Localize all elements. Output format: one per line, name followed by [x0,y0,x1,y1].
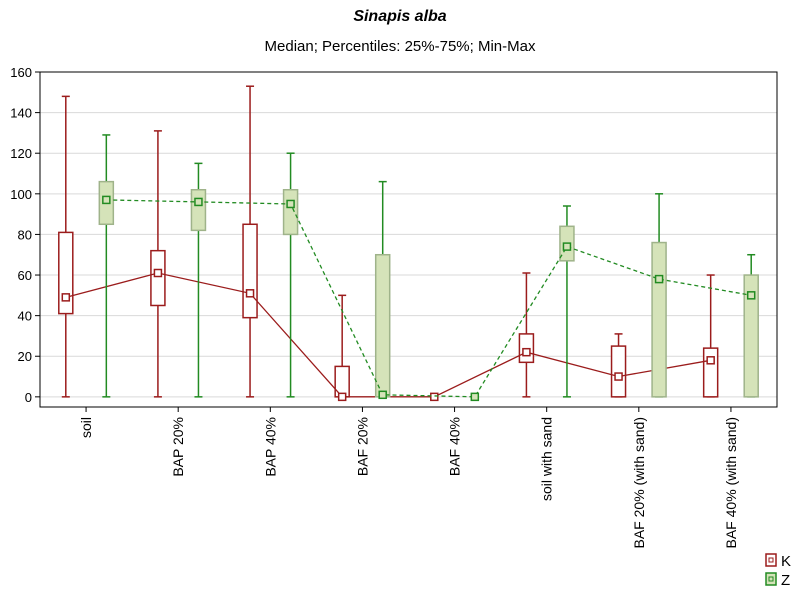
legend-swatch-Z [765,572,777,586]
iqr-box [242,223,258,319]
y-tick-label: 0 [25,390,32,405]
median-marker [245,289,255,298]
median-marker [153,268,163,278]
legend-marker-Z [768,576,774,582]
median-marker [706,356,715,365]
iqr-box [334,365,350,398]
legend-swatch-K [765,553,777,567]
legend-marker-K [768,557,774,563]
y-tick-label: 40 [18,309,32,324]
chart-subtitle: Median; Percentiles: 25%-75%; Min-Max [264,38,536,55]
x-tick-label: soil [78,417,94,438]
iqr-box [374,253,391,398]
x-tick-label: BAF 20% [354,417,370,476]
iqr-box [743,274,759,398]
y-tick-label: 160 [10,65,32,80]
median-marker [430,392,439,402]
median-marker [61,293,71,302]
median-line-Z [106,199,752,398]
y-tick-label: 100 [10,187,32,202]
median-marker [337,392,347,402]
x-tick-label: BAF 40% [447,417,463,476]
median-marker [378,390,387,400]
y-tick-label: 140 [10,106,32,121]
median-marker [102,195,111,205]
legend-label-K: K [781,553,791,570]
y-tick-label: 120 [10,146,32,161]
median-marker [522,347,531,357]
x-tick-label: BAF 40% (with sand) [723,417,739,549]
plot-frame [39,71,778,408]
x-tick-label: BAF 20% (with sand) [631,417,647,549]
iqr-box [150,249,166,307]
y-tick-label: 60 [18,268,32,283]
median-marker [194,197,203,207]
x-tick-label: soil with sand [539,417,555,501]
median-marker [470,392,480,402]
iqr-box [190,189,207,232]
median-marker [654,274,664,284]
iqr-box [651,241,667,398]
legend-label-Z: Z [781,572,790,589]
y-tick-label: 20 [18,349,32,364]
median-marker [746,291,756,300]
median-marker [286,199,295,209]
y-tick-label: 80 [18,227,32,242]
chart-title: Sinapis alba [353,8,447,25]
iqr-box [610,345,627,398]
iqr-box [702,347,719,398]
iqr-box [282,189,299,236]
x-tick-label: BAP 20% [170,417,186,477]
median-marker [562,242,572,251]
median-marker [614,372,623,381]
x-tick-label: BAP 40% [262,417,278,477]
